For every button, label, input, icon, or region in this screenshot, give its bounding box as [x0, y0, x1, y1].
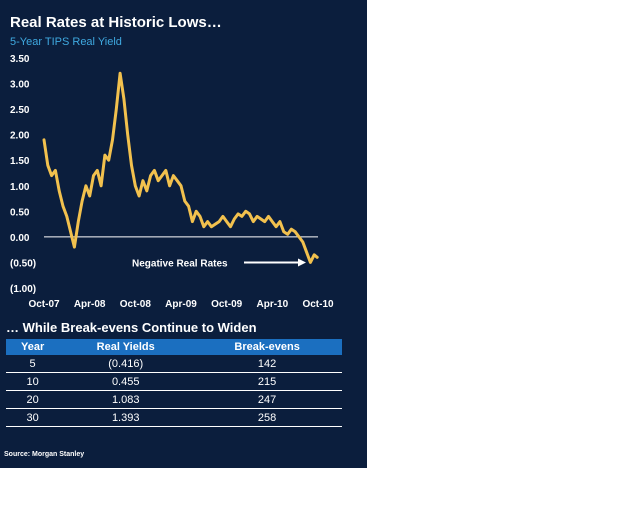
table-row: 10 0.455 215	[6, 372, 342, 391]
cell-real-yield: 0.455	[59, 372, 193, 391]
cell-break-even: 142	[192, 355, 342, 373]
cell-break-even: 215	[192, 372, 342, 391]
breakeven-table: Year Real Yields Break-evens 5 (0.416) 1…	[6, 339, 342, 427]
cell-year: 5	[6, 355, 60, 373]
header-break-evens: Break-evens	[192, 339, 342, 355]
header-real-yields: Real Yields	[59, 339, 193, 355]
chart-panel: Real Rates at Historic Lows… 5-Year TIPS…	[0, 0, 367, 468]
header-year: Year	[6, 339, 60, 355]
y-tick-label: 0.50	[10, 207, 30, 218]
x-tick-label: Oct-10	[302, 299, 334, 310]
table-row: 30 1.393 258	[6, 408, 342, 427]
chart-title: Real Rates at Historic Lows…	[10, 14, 222, 31]
series-layer	[42, 71, 319, 264]
x-tick-label: Oct-08	[120, 299, 152, 310]
x-tick-label: Apr-10	[256, 299, 288, 310]
y-tick-label: 3.00	[10, 80, 30, 91]
table-title: … While Break-evens Continue to Widen	[6, 320, 257, 335]
yield-line-chart: 3.50 3.00 2.50 2.00 1.50 1.00 0.50 0.00 (0.50) (1…	[10, 54, 334, 310]
x-tick-label: Apr-08	[74, 299, 106, 310]
cell-real-yield: 1.083	[59, 390, 193, 409]
y-tick-label: 2.50	[10, 105, 30, 116]
series-line	[42, 71, 319, 264]
annotation-layer: Negative Real Rates	[132, 258, 306, 269]
negative-real-rates-label: Negative Real Rates	[132, 258, 228, 269]
y-tick-label: 2.00	[10, 131, 30, 142]
y-tick-label: 3.50	[10, 54, 30, 65]
y-tick-label: 1.00	[10, 182, 30, 193]
x-axis: Oct-07 Apr-08 Oct-08 Apr-09 Oct-09 Apr-10 Oct-…	[28, 299, 334, 310]
table-header-row: Year Real Yields Break-evens	[6, 339, 342, 355]
source-note: Source: Morgan Stanley	[4, 451, 85, 458]
x-tick-label: Apr-09	[165, 299, 197, 310]
cell-year: 30	[6, 408, 60, 427]
y-axis: 3.50 3.00 2.50 2.00 1.50 1.00 0.50 0.00 (0.50) (1…	[10, 54, 36, 295]
cell-year: 20	[6, 390, 60, 409]
x-tick-label: Oct-09	[211, 299, 243, 310]
cell-real-yield: 1.393	[59, 408, 193, 427]
chart-subtitle: 5-Year TIPS Real Yield	[10, 36, 122, 48]
y-tick-label: 0.00	[10, 233, 30, 244]
table-row: 20 1.083 247	[6, 390, 342, 409]
y-tick-label: (0.50)	[10, 258, 36, 269]
x-tick-label: Oct-07	[28, 299, 60, 310]
y-tick-label: (1.00)	[10, 284, 36, 295]
cell-real-yield: (0.416)	[59, 355, 193, 373]
y-tick-label: 1.50	[10, 156, 30, 167]
cell-break-even: 258	[192, 408, 342, 427]
table-row: 5 (0.416) 142	[6, 355, 342, 373]
cell-year: 10	[6, 372, 60, 391]
annotation-arrow-head	[298, 258, 306, 267]
cell-break-even: 247	[192, 390, 342, 409]
